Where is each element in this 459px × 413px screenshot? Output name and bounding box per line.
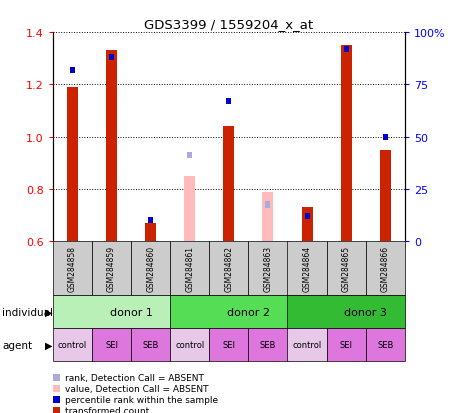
Bar bbox=[365, 242, 404, 295]
Bar bbox=[131, 242, 170, 295]
Bar bbox=[379, 150, 390, 242]
Text: SEB: SEB bbox=[376, 340, 392, 349]
Bar bbox=[53, 242, 92, 295]
Bar bbox=[265, 202, 270, 208]
Bar bbox=[262, 192, 273, 242]
Bar bbox=[209, 328, 248, 361]
Bar bbox=[340, 46, 351, 242]
Text: transformed count: transformed count bbox=[65, 406, 149, 413]
Text: control: control bbox=[58, 340, 87, 349]
Bar bbox=[109, 55, 114, 61]
Title: GDS3399 / 1559204_x_at: GDS3399 / 1559204_x_at bbox=[144, 17, 313, 31]
Text: GSM284865: GSM284865 bbox=[341, 245, 350, 292]
Bar bbox=[145, 223, 156, 242]
Bar bbox=[248, 328, 287, 361]
Bar bbox=[170, 328, 209, 361]
Bar bbox=[326, 242, 365, 295]
Bar bbox=[226, 99, 231, 105]
Bar bbox=[223, 127, 234, 242]
Bar bbox=[106, 51, 117, 242]
Text: SEI: SEI bbox=[339, 340, 352, 349]
Text: SEI: SEI bbox=[222, 340, 235, 349]
Bar bbox=[70, 67, 75, 74]
Bar bbox=[301, 208, 312, 242]
Text: control: control bbox=[175, 340, 204, 349]
Text: donor 1: donor 1 bbox=[109, 307, 152, 317]
Bar bbox=[287, 328, 326, 361]
Text: donor 3: donor 3 bbox=[343, 307, 386, 317]
Bar bbox=[287, 295, 404, 328]
Text: individual: individual bbox=[2, 307, 53, 317]
Text: GSM284866: GSM284866 bbox=[380, 245, 389, 292]
Text: GSM284863: GSM284863 bbox=[263, 245, 272, 292]
Text: SEB: SEB bbox=[142, 340, 158, 349]
Bar bbox=[148, 218, 153, 224]
Text: agent: agent bbox=[2, 340, 32, 350]
Bar bbox=[209, 242, 248, 295]
Bar bbox=[343, 47, 348, 53]
Bar bbox=[287, 242, 326, 295]
Text: value, Detection Call = ABSENT: value, Detection Call = ABSENT bbox=[65, 384, 208, 393]
Bar bbox=[326, 328, 365, 361]
Text: GSM284858: GSM284858 bbox=[68, 245, 77, 292]
Text: ▶: ▶ bbox=[45, 307, 52, 317]
Text: control: control bbox=[292, 340, 321, 349]
Bar bbox=[53, 295, 170, 328]
Bar bbox=[170, 242, 209, 295]
Text: SEI: SEI bbox=[105, 340, 118, 349]
Bar bbox=[53, 328, 92, 361]
Bar bbox=[304, 214, 309, 220]
Bar bbox=[131, 328, 170, 361]
Text: donor 2: donor 2 bbox=[226, 307, 269, 317]
Bar bbox=[67, 88, 78, 242]
Bar bbox=[248, 242, 287, 295]
Bar bbox=[365, 328, 404, 361]
Text: GSM284862: GSM284862 bbox=[224, 245, 233, 292]
Text: GSM284864: GSM284864 bbox=[302, 245, 311, 292]
Text: rank, Detection Call = ABSENT: rank, Detection Call = ABSENT bbox=[65, 373, 203, 382]
Text: GSM284861: GSM284861 bbox=[185, 245, 194, 292]
Bar bbox=[92, 328, 131, 361]
Text: percentile rank within the sample: percentile rank within the sample bbox=[65, 395, 218, 404]
Text: GSM284860: GSM284860 bbox=[146, 245, 155, 292]
Text: SEB: SEB bbox=[259, 340, 275, 349]
Bar bbox=[170, 295, 287, 328]
Text: GSM284859: GSM284859 bbox=[107, 245, 116, 292]
Text: ▶: ▶ bbox=[45, 340, 52, 350]
Bar bbox=[92, 242, 131, 295]
Bar bbox=[184, 176, 195, 242]
Bar bbox=[187, 152, 192, 159]
Bar bbox=[382, 134, 387, 140]
